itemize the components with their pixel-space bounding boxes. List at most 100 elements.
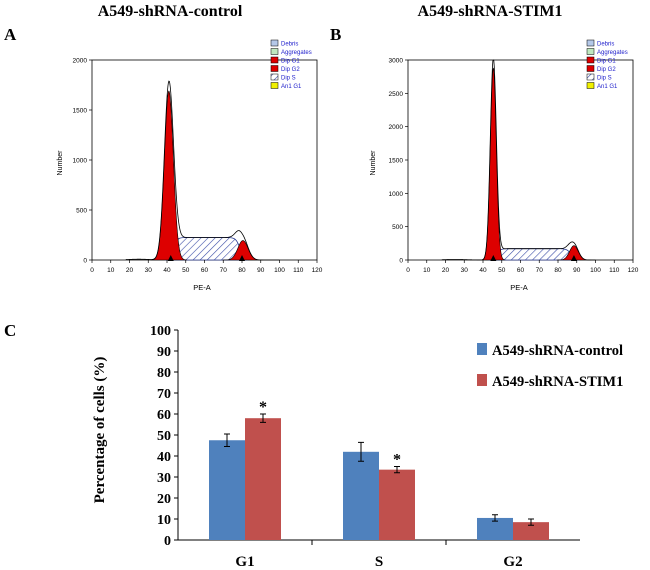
histogram-b-xtick-label: 100 (590, 267, 601, 274)
histogram-a-ytick-label: 1500 (73, 108, 88, 115)
panel-letter-c: C (4, 321, 16, 340)
panel-a-title: A549-shRNA-control (98, 3, 243, 20)
histogram-a-legend-label: Dip S (281, 76, 296, 82)
bar-chart-ytick-label: 80 (157, 366, 171, 381)
histogram-b-legend-swatch (586, 65, 595, 72)
histogram-b-legend-swatch (586, 39, 595, 47)
histogram-a-xtick-label: 0 (90, 267, 94, 274)
histogram-b-legend-label: Dip S (597, 76, 612, 82)
bar-chart-ytick-label: 10 (157, 513, 171, 528)
panel-letter-b: B (330, 25, 341, 44)
bar-chart-ytick-label: 40 (157, 450, 171, 465)
histogram-a-xtick-label: 110 (293, 267, 304, 274)
histogram-b-legend-swatch (586, 73, 595, 81)
histogram-b-xtick-label: 0 (406, 267, 410, 274)
bar-A549-shRNA-control-G2 (477, 517, 513, 540)
histogram-b-frame (407, 59, 634, 261)
histogram-a-xtick-label: 80 (238, 267, 246, 274)
bar-chart-ytick-label: 50 (157, 429, 171, 444)
significance-marker: * (259, 399, 267, 416)
histogram-a-peak-marker (239, 255, 245, 261)
histogram-b-xtick-label: 60 (517, 267, 525, 274)
histogram-a-xtick-label: 120 (312, 267, 323, 274)
bar-chart-ytick-label: 20 (157, 492, 171, 507)
histogram-b-ytick-label: 0 (399, 258, 403, 265)
bar-chart-ytick-label: 30 (157, 471, 171, 486)
legend-swatch-2 (477, 374, 487, 386)
bar-chart-ytick-label: 70 (157, 387, 171, 402)
histogram-a-legend-swatch (270, 73, 279, 81)
error-bar (394, 466, 400, 474)
histogram-a-legend-swatch (270, 56, 279, 64)
bar-chart-category-label: S (375, 554, 383, 570)
histogram-a-legend-label: An1 G1 (281, 84, 302, 90)
bar-A549-shRNA-control-S (343, 451, 379, 540)
histogram-b-xtick-label: 110 (609, 267, 620, 274)
histogram-b-ytick-label: 1000 (389, 191, 404, 198)
histogram-b-envelope (441, 59, 596, 261)
histogram-b-legend-swatch (586, 82, 595, 89)
histogram-b-ytick-label: 2000 (389, 124, 404, 131)
error-bar (492, 514, 498, 522)
histogram-b-xtick-label: 50 (498, 267, 506, 274)
legend-swatch-1 (477, 343, 487, 355)
histogram-a-xtick-label: 60 (201, 267, 209, 274)
histogram-a-ylabel: Number (57, 150, 64, 176)
histogram-a-legend-swatch (270, 48, 279, 55)
histogram-b-xtick-label: 30 (461, 267, 469, 274)
error-bar (260, 413, 266, 423)
histogram-a-xtick-label: 30 (145, 267, 153, 274)
histogram-a-xtick-label: 90 (257, 267, 265, 274)
bar-chart-category-label: G2 (503, 554, 522, 570)
histogram-a-legend-label: Aggregates (281, 50, 312, 56)
error-bar (358, 441, 364, 462)
histogram-a-xtick-label: 20 (126, 267, 134, 274)
histogram-b-xtick-label: 70 (536, 267, 544, 274)
histogram-a-legend-swatch (270, 82, 279, 89)
histogram-panel-a: Number PE-A 0 500 1000 1500 2000 0 10 20 30 40 50 6… (57, 39, 323, 292)
histogram-b-xtick-label: 40 (479, 267, 487, 274)
bar-A549-shRNA-control-G1 (209, 440, 245, 540)
bar-A549-shRNA-STIM1-S (379, 469, 415, 540)
histogram-a-xtick-label: 100 (274, 267, 285, 274)
histogram-b-xlabel: PE-A (510, 283, 528, 292)
histogram-b-peak-marker (490, 255, 497, 261)
bar-chart-ytick-label: 60 (157, 408, 171, 423)
legend-label-2: A549-shRNA-STIM1 (492, 374, 623, 390)
histogram-a-peak-marker (167, 255, 174, 261)
histogram-a-legend-label: Dip G2 (281, 67, 300, 73)
histogram-a-ytick-label: 0 (83, 258, 87, 265)
bar-chart-ylabel: Percentage of cells (%) (92, 357, 108, 504)
histogram-b-xtick-label: 120 (628, 267, 639, 274)
histogram-a-ytick-label: 500 (76, 208, 87, 215)
histogram-b-ytick-label: 500 (392, 224, 403, 231)
histogram-b-ytick-label: 1500 (389, 158, 404, 165)
legend-label-1: A549-shRNA-control (492, 343, 623, 359)
histogram-b-legend-label: Aggregates (597, 50, 628, 56)
bar-chart-ytick-label: 0 (164, 534, 171, 549)
histogram-b-ytick-label: 2500 (389, 91, 404, 98)
panel-letter-a: A (4, 25, 17, 44)
histogram-b-ytick-label: 3000 (389, 58, 404, 65)
significance-marker: * (393, 452, 401, 469)
histogram-b-legend-label: Dip G1 (597, 59, 616, 65)
histogram-b-xtick-label: 90 (573, 267, 581, 274)
bar-A549-shRNA-STIM1-G2 (513, 522, 549, 540)
histogram-panel-b: Number PE-A 0 500 1000 1500 2000 2500 3000 0 10 2… (370, 39, 639, 292)
histogram-b-legend-label: An1 G1 (597, 84, 618, 90)
histogram-a-legend-label: Dip G1 (281, 59, 300, 65)
histogram-a-xtick-label: 10 (107, 267, 115, 274)
histogram-a-xlabel: PE-A (193, 283, 211, 292)
bar-chart-panel-c: Percentage of cells (%) 0 10 20 30 40 50 60 70 8… (92, 324, 623, 570)
error-bar (224, 433, 230, 448)
bar-A549-shRNA-STIM1-G1 (245, 418, 281, 540)
histogram-b-legend-label: Dip G2 (597, 67, 616, 73)
histogram-b-xtick-label: 20 (442, 267, 450, 274)
histogram-a-xtick-label: 40 (163, 267, 171, 274)
histogram-b-legend-swatch (586, 48, 595, 55)
histogram-a-ytick-label: 1000 (73, 158, 88, 165)
bar-chart-category-label: G1 (235, 554, 254, 570)
histogram-a-xtick-label: 50 (182, 267, 190, 274)
histogram-b-peak-marker (570, 255, 577, 261)
